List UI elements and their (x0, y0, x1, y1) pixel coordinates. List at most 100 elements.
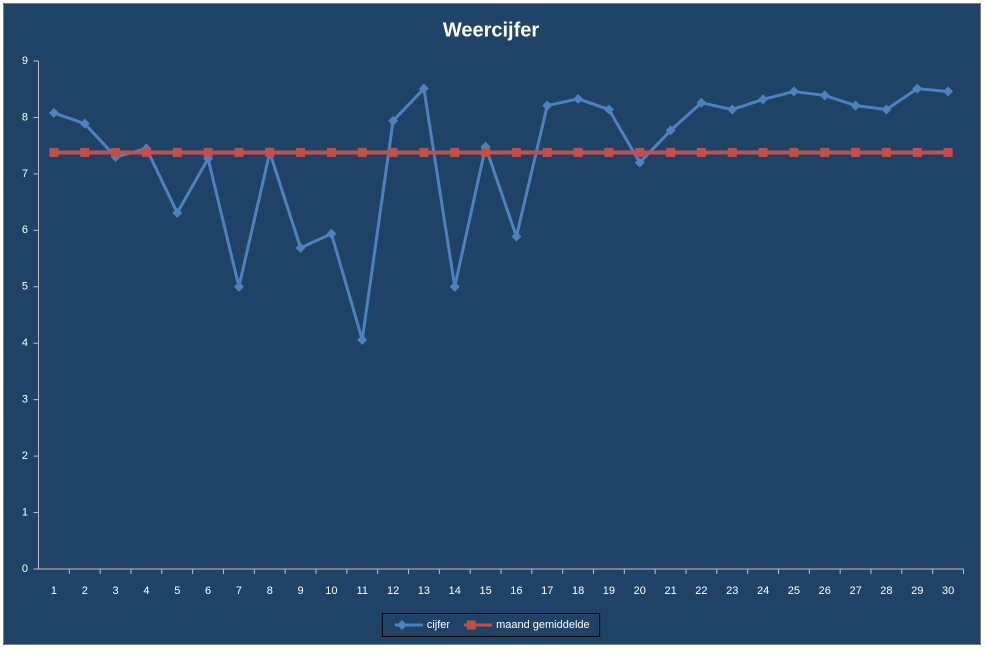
x-tick-label: 16 (510, 585, 522, 597)
data-point (665, 125, 676, 136)
x-tick-label: 9 (298, 585, 304, 597)
x-tick-label: 2 (82, 585, 88, 597)
data-point (542, 147, 552, 157)
data-point (326, 228, 337, 239)
data-point (696, 147, 706, 157)
legend-box (381, 613, 601, 637)
x-tick-label: 14 (449, 585, 461, 597)
data-point (80, 147, 90, 157)
x-tick-label: 22 (695, 585, 707, 597)
x-tick-label: 5 (174, 585, 180, 597)
data-point (634, 157, 645, 168)
x-tick-label: 30 (942, 585, 954, 597)
data-point (573, 147, 583, 157)
y-tick-label: 4 (22, 337, 28, 349)
data-point (233, 281, 244, 292)
data-point (758, 147, 768, 157)
data-point (172, 147, 182, 157)
data-point (111, 147, 121, 157)
data-point (449, 281, 460, 292)
y-tick-label: 6 (22, 224, 28, 236)
y-tick-label: 2 (22, 450, 28, 462)
data-point (881, 147, 891, 157)
data-point (820, 147, 830, 157)
x-tick-label: 25 (788, 585, 800, 597)
x-tick-label: 12 (387, 585, 399, 597)
x-tick-label: 11 (357, 585, 368, 597)
data-point (912, 83, 923, 94)
legend: cijfer maand gemiddelde (381, 613, 601, 637)
data-point (326, 147, 336, 157)
legend-marker (466, 620, 476, 630)
data-point (265, 147, 275, 157)
data-point (418, 83, 429, 94)
data-point (727, 147, 737, 157)
x-tick-label: 24 (757, 585, 769, 597)
y-tick-label: 1 (22, 506, 28, 518)
chart-background (3, 3, 981, 645)
x-tick-label: 17 (541, 585, 553, 597)
y-tick-label: 8 (22, 111, 28, 123)
data-point (696, 97, 707, 108)
data-point (912, 147, 922, 157)
x-tick-label: 20 (634, 585, 646, 597)
data-point (511, 147, 521, 157)
x-tick-label: 19 (603, 585, 615, 597)
data-point (666, 147, 676, 157)
data-point (603, 104, 614, 115)
data-point (388, 115, 399, 126)
x-tick-label: 28 (880, 585, 892, 597)
data-point (49, 147, 59, 157)
x-tick-label: 4 (143, 585, 149, 597)
data-point (79, 118, 90, 129)
data-point (789, 147, 799, 157)
y-tick-label: 3 (22, 394, 28, 406)
y-tick-label: 0 (22, 563, 28, 575)
data-point (604, 147, 614, 157)
data-point (788, 86, 799, 97)
legend-marker (397, 620, 407, 630)
x-tick-label: 29 (911, 585, 923, 597)
x-tick-label: 21 (664, 585, 676, 597)
x-tick-label: 8 (267, 585, 273, 597)
legend-label: maand gemiddelde (496, 619, 590, 631)
data-point (388, 147, 398, 157)
data-point (172, 207, 183, 218)
data-point (881, 104, 892, 115)
data-point (48, 107, 59, 118)
data-point (542, 100, 553, 111)
data-point (850, 100, 861, 111)
data-point (943, 86, 954, 97)
y-tick-label: 7 (22, 168, 28, 180)
y-tick-label: 5 (22, 281, 28, 293)
x-tick-label: 23 (726, 585, 738, 597)
x-tick-label: 10 (325, 585, 337, 597)
data-point (727, 104, 738, 115)
x-tick-label: 13 (418, 585, 430, 597)
data-point (819, 90, 830, 101)
x-tick-label: 1 (51, 585, 57, 597)
data-point (450, 147, 460, 157)
data-point (511, 231, 522, 242)
data-point (573, 93, 584, 104)
legend-label: cijfer (427, 619, 451, 631)
series-line (53, 85, 949, 341)
x-tick-label: 27 (849, 585, 861, 597)
x-tick-label: 26 (819, 585, 831, 597)
data-point (481, 147, 491, 157)
data-point (296, 147, 306, 157)
x-tick-label: 3 (113, 585, 119, 597)
data-point (357, 147, 367, 157)
chart-title: Weercijfer (443, 19, 540, 41)
data-point (758, 94, 769, 105)
x-tick-label: 18 (572, 585, 584, 597)
data-point (141, 147, 151, 157)
data-point (943, 147, 953, 157)
x-tick-label: 7 (236, 585, 242, 597)
data-point (635, 147, 645, 157)
data-point (203, 147, 213, 157)
data-point (295, 242, 306, 253)
data-point (851, 147, 861, 157)
